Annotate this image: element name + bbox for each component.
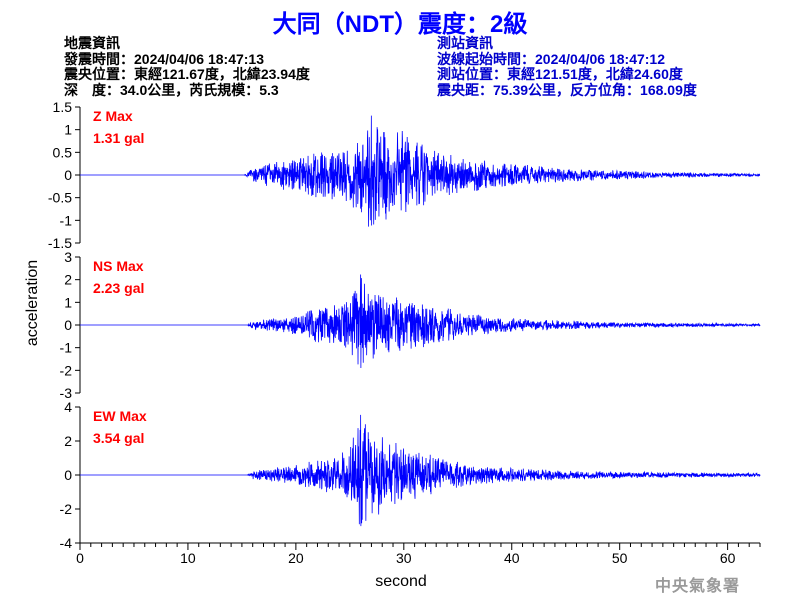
depth-magnitude: 深 度：34.0公里，芮氏規模：5.3 (64, 81, 279, 98)
y-tick-label: -1 (60, 212, 73, 228)
panel-name: NS Max (93, 258, 144, 274)
trace-line-0 (80, 115, 761, 227)
x-tick-label: 60 (720, 550, 736, 566)
panel-max-value: 2.23 gal (93, 280, 144, 296)
y-tick-label: -1.5 (48, 235, 72, 251)
y-tick-label: 3 (64, 249, 72, 265)
y-tick-label: -3 (60, 385, 73, 401)
chart-title: 大同（NDT）震度：2級 (272, 11, 528, 38)
panel-2: -4 -2 0 2 4 EW Max 3.54 gal (60, 399, 761, 551)
y-tick-label: 0 (64, 317, 72, 333)
y-tick-label: -1 (60, 340, 73, 356)
epicenter-location: 震央位置：東經121.67度，北緯23.94度 (64, 66, 310, 82)
trace-line-1 (80, 274, 761, 368)
x-tick-label: 0 (76, 550, 84, 566)
x-tick-label: 40 (504, 550, 520, 566)
y-tick-label: 4 (64, 399, 72, 415)
station-location: 測站位置：東經121.51度，北緯24.60度 (437, 66, 683, 82)
panel-1: -3 -2 -1 0 1 2 3 NS Max 2.23 gal (60, 249, 761, 401)
trace-line-2 (80, 414, 761, 527)
x-tick-label: 30 (396, 550, 412, 566)
waveform-start-time: 波線起始時間：2024/04/06 18:47:12 (437, 50, 665, 67)
y-tick-label: -2 (60, 501, 73, 517)
y-tick-label: 0 (64, 467, 72, 483)
panel-max-value: 1.31 gal (93, 130, 144, 146)
y-tick-label: 2 (64, 433, 72, 449)
panel-0: -1.5 -1 -0.5 0 0.5 1 1.5 Z Max 1.31 gal (48, 99, 761, 251)
station-info: 測站資訊 波線起始時間：2024/04/06 18:47:12 測站位置：東經1… (437, 35, 697, 98)
earthquake-info-heading: 地震資訊 (64, 35, 120, 51)
y-tick-label: -2 (60, 362, 73, 378)
y-tick-label: -4 (60, 535, 73, 551)
y-tick-label: 0.5 (53, 144, 73, 160)
earthquake-info: 地震資訊 發震時間：2024/04/06 18:47:13 震央位置：東經121… (64, 35, 310, 98)
y-tick-label: 1.5 (53, 99, 73, 115)
x-tick-label: 50 (612, 550, 628, 566)
y-tick-label: 0 (64, 167, 72, 183)
y-tick-label: -0.5 (48, 190, 72, 206)
y-axis-label: acceleration (24, 260, 41, 346)
x-tick-label: 10 (180, 550, 196, 566)
y-tick-label: 1 (64, 122, 72, 138)
panel-name: EW Max (93, 408, 147, 424)
x-tick-label: 20 (288, 550, 304, 566)
panel-max-value: 3.54 gal (93, 430, 144, 446)
y-tick-label: 1 (64, 294, 72, 310)
distance-azimuth: 震央距：75.39公里，反方位角：168.09度 (437, 81, 697, 98)
x-axis-label: second (375, 573, 427, 590)
origin-time: 發震時間：2024/04/06 18:47:13 (64, 50, 264, 67)
panel-name: Z Max (93, 108, 133, 124)
y-tick-label: 2 (64, 272, 72, 288)
agency-watermark: 中央氣象署 (655, 576, 741, 595)
station-info-heading: 測站資訊 (437, 35, 493, 51)
